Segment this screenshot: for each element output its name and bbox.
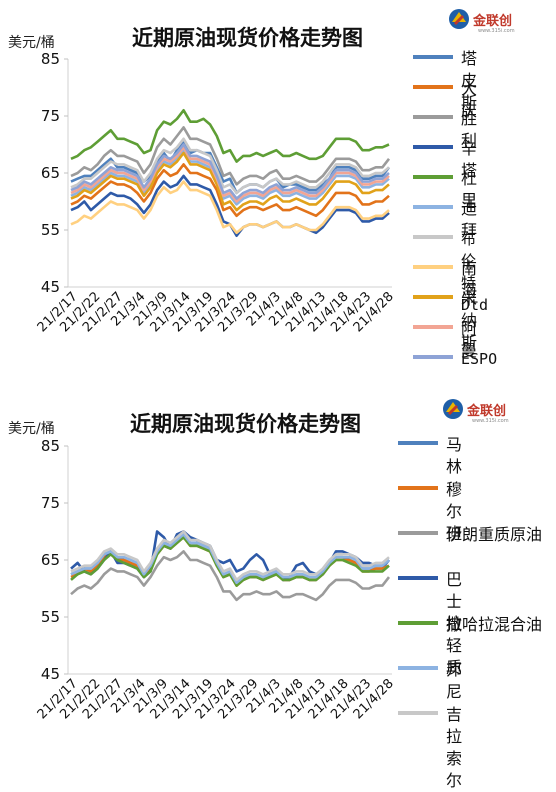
legend-swatch: [413, 115, 453, 119]
series-line: [70, 530, 390, 582]
y-tick-label: 65: [41, 551, 60, 569]
legend-label: 穆尔班: [446, 480, 463, 543]
legend-item: 穆尔班: [398, 479, 462, 545]
legend-swatch: [398, 621, 438, 625]
legend-swatch: [398, 486, 438, 490]
series-line: [70, 126, 391, 186]
legend-swatch: [413, 205, 453, 209]
y-tick-label: 85: [41, 50, 60, 68]
legend-label: 吉拉索尔: [446, 705, 463, 790]
logo-icon: [448, 8, 470, 30]
legend-item: 塔皮斯: [413, 48, 477, 114]
legend-item: 迪拜: [413, 198, 477, 242]
legend-item: 马林: [398, 434, 462, 478]
y-tick-label: 75: [41, 107, 60, 125]
legend-item: 巴士拉轻质: [398, 569, 462, 679]
chart-title: 近期原油现货价格走势图: [132, 26, 363, 50]
legend-item: 阿曼: [413, 318, 477, 362]
legend-item: 胜利: [413, 108, 477, 152]
legend-swatch: [413, 355, 453, 359]
legend-swatch: [413, 295, 453, 299]
logo-icon: [442, 398, 464, 420]
logo-text: 金联创: [473, 13, 513, 29]
series-line: [70, 535, 390, 587]
legend-label: 阿曼: [461, 319, 478, 360]
logo-text: 金联创: [467, 403, 507, 419]
legend-item: 布伦特Dtd: [413, 228, 488, 316]
legend-label: 辛塔: [461, 139, 478, 180]
legend-swatch: [398, 711, 438, 715]
legend-label: 胜利: [461, 109, 478, 150]
legend-swatch: [413, 145, 453, 149]
legend-swatch: [413, 235, 453, 239]
legend-swatch: [413, 175, 453, 179]
legend-item: 大庆: [413, 78, 477, 122]
logo-url: www.315i.com: [472, 418, 509, 424]
legend-item: 伊朗重质原油: [398, 524, 556, 546]
legend-label: ESPO: [461, 350, 498, 368]
chart-title: 近期原油现货价格走势图: [130, 412, 361, 436]
legend-label: 南海: [461, 259, 478, 300]
series-line: [70, 140, 391, 195]
legend-label: 邦尼: [446, 660, 463, 701]
legend-swatch: [413, 85, 453, 89]
legend-label: 米纳斯: [461, 289, 478, 352]
series-line: [70, 163, 390, 218]
line-chart: 455565758521/2/1721/2/2221/2/2721/3/421/…: [35, 437, 397, 722]
legend-item: 邦尼: [398, 659, 462, 703]
y-tick-label: 55: [41, 221, 60, 239]
series-line: [70, 137, 390, 195]
y-tick-label: 45: [41, 278, 60, 296]
legend-swatch: [398, 576, 438, 580]
legend-label: 撒哈拉混合油: [446, 615, 543, 634]
chart-panel-2: 美元/桶 近期原油现货价格走势图 金联创 www.315i.com 45 55 65…: [0, 376, 556, 790]
legend-swatch: [398, 531, 438, 535]
y-axis-unit: 美元/桶: [8, 35, 55, 51]
legend-label: 迪拜: [461, 199, 478, 240]
legend-label: 杜里: [461, 169, 478, 210]
series-line: [70, 109, 390, 163]
legend-item: ESPO: [413, 348, 497, 370]
legend-item: 吉拉索尔: [398, 704, 462, 792]
legend-item: 辛塔: [413, 138, 477, 182]
legend-item: 撒哈拉混合油: [398, 614, 556, 636]
legend-item: 南海: [413, 258, 477, 302]
legend-label: 大庆: [461, 79, 478, 120]
legend-swatch: [398, 441, 438, 445]
logo-url: www.315i.com: [478, 28, 515, 34]
y-tick-label: 45: [41, 665, 60, 683]
brand-logo: 金联创: [448, 8, 512, 30]
series-line: [70, 151, 390, 212]
line-chart: 455565758521/2/1721/2/2221/2/2721/3/421/…: [35, 50, 397, 335]
brand-logo: 金联创: [442, 398, 506, 420]
series-line: [70, 143, 390, 200]
legend-label: 布伦特Dtd: [461, 230, 489, 314]
y-tick-label: 75: [41, 494, 60, 512]
legend-item: 杜里: [413, 168, 477, 212]
series-line: [70, 148, 390, 206]
y-tick-label: 65: [41, 164, 60, 182]
series-line: [70, 146, 390, 203]
legend-label: 巴士拉轻质: [446, 570, 463, 677]
y-tick-label: 55: [41, 608, 60, 626]
series-line: [70, 533, 390, 585]
legend-item: 米纳斯: [413, 288, 477, 354]
legend-swatch: [413, 325, 453, 329]
chart-panel-1: 美元/桶 近期原油现货价格走势图 金联创 www.315i.com 45 55 65…: [0, 0, 556, 376]
legend-swatch: [413, 55, 453, 59]
series-line: [70, 550, 391, 602]
series-line: [70, 180, 390, 235]
legend-swatch: [413, 265, 453, 269]
legend-label: 塔皮斯: [461, 49, 478, 112]
legend-swatch: [398, 666, 438, 670]
legend-label: 伊朗重质原油: [446, 525, 543, 544]
y-axis-unit: 美元/桶: [8, 421, 55, 437]
legend-label: 马林: [446, 435, 463, 476]
y-tick-label: 85: [41, 437, 60, 455]
